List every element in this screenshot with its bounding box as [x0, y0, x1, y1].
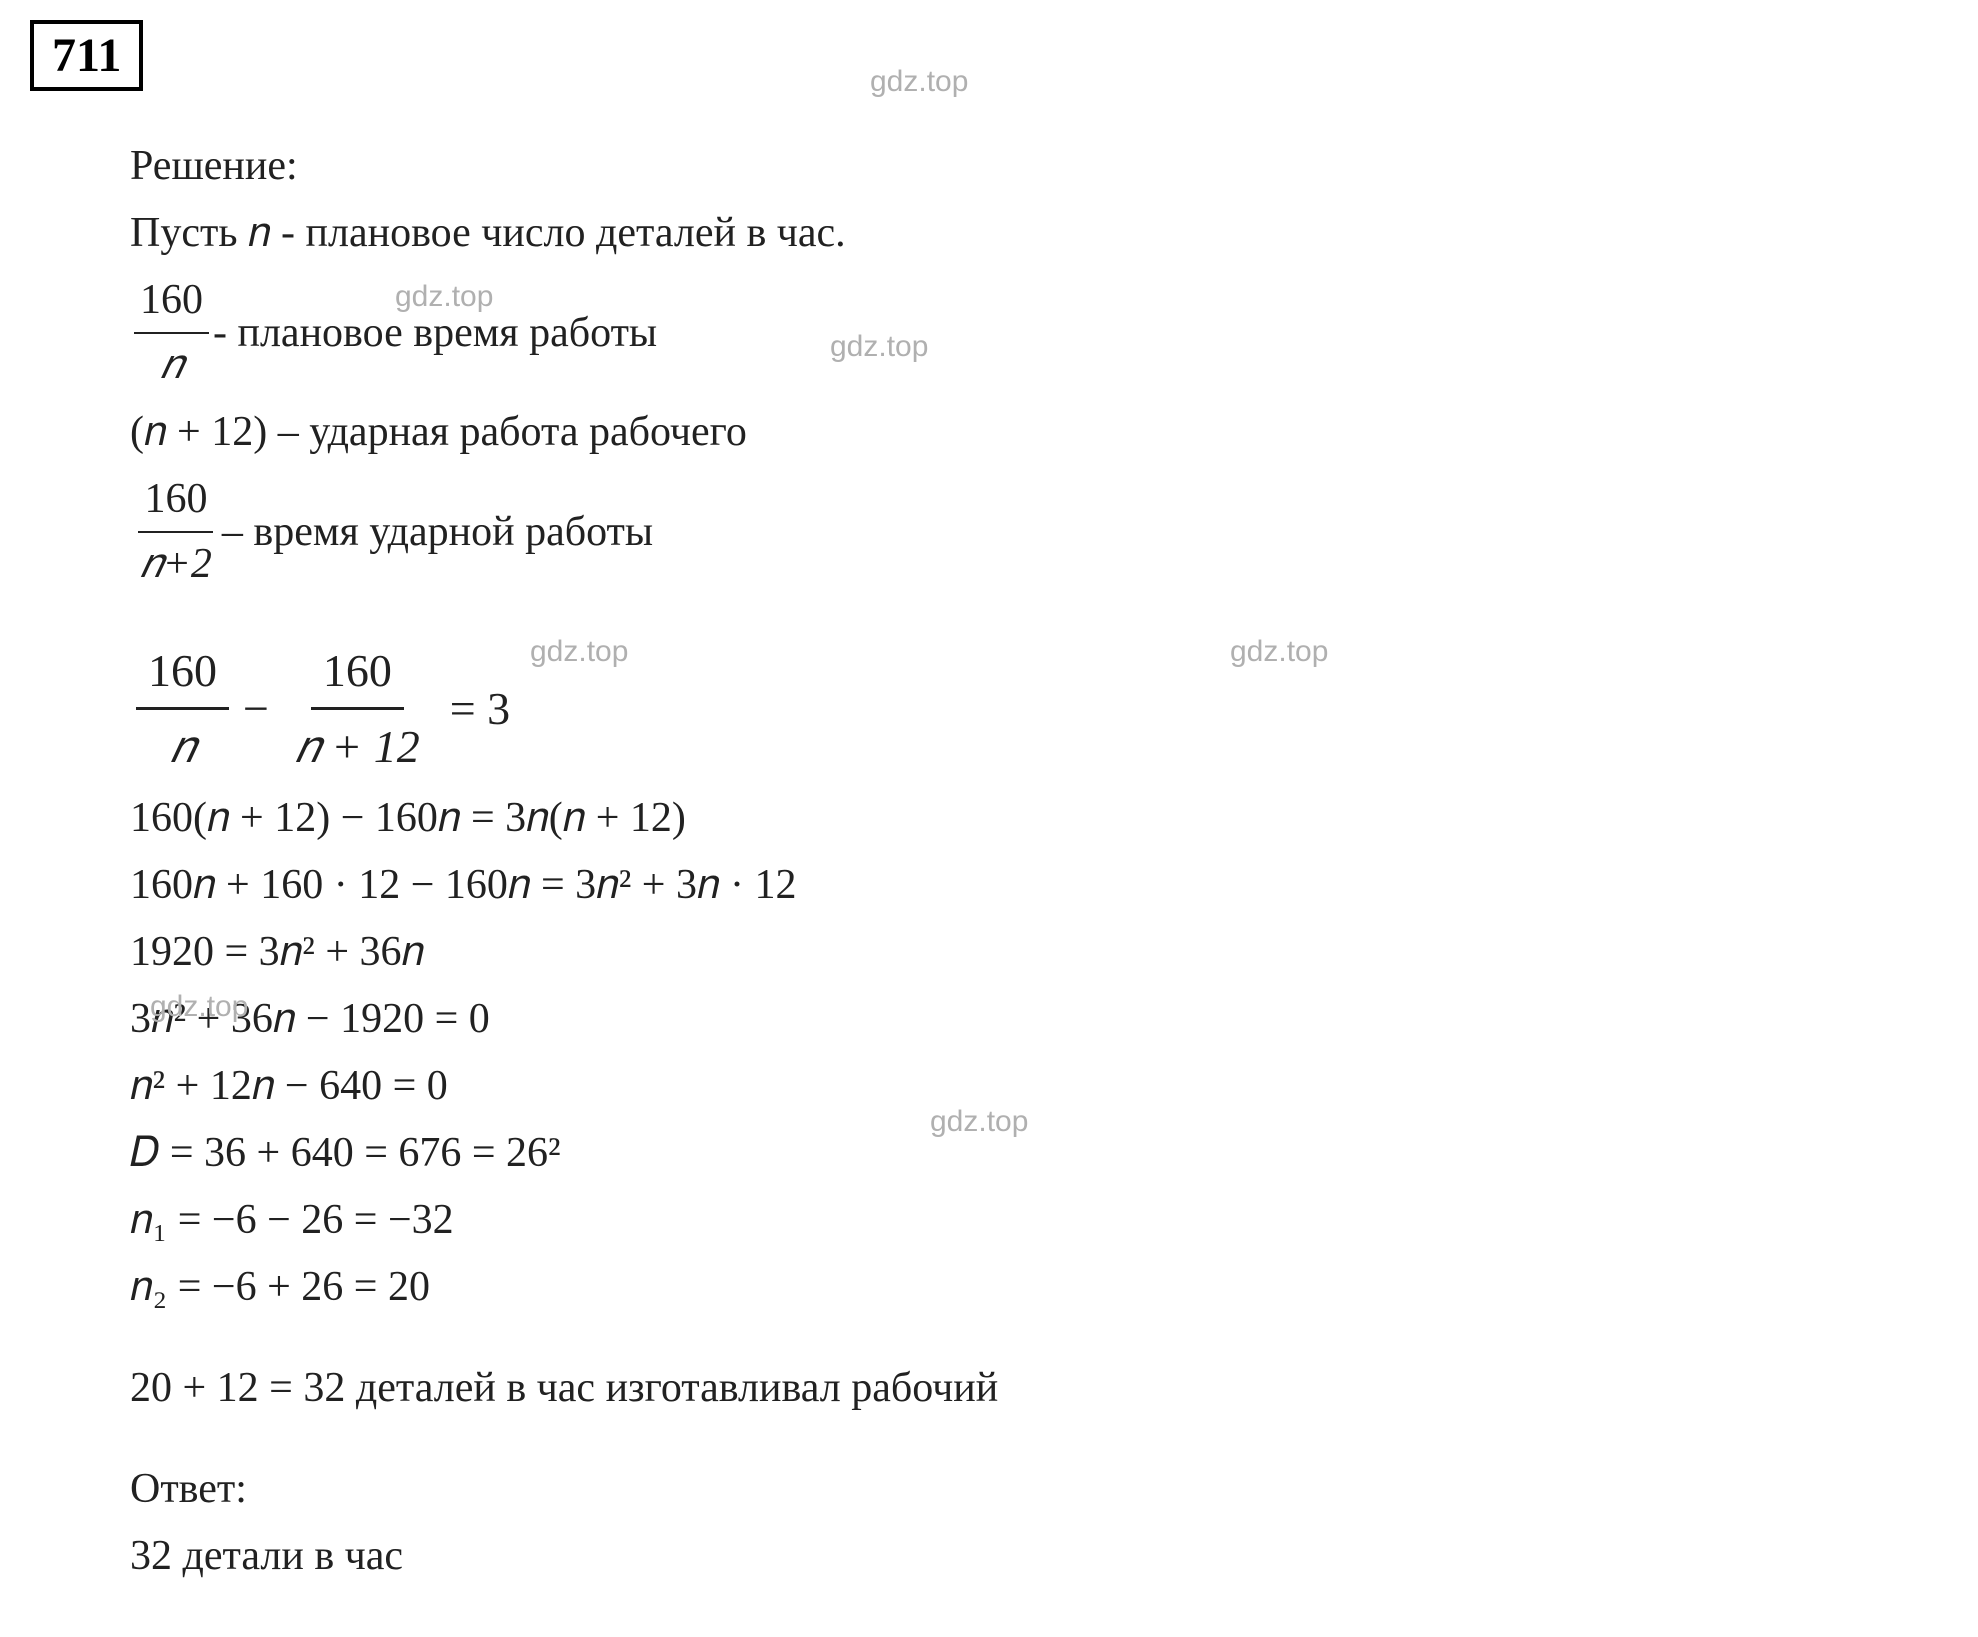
- spacer: [130, 600, 1958, 630]
- equation-fraction-line: 160 𝑛 − 160 𝑛 + 12 = 3: [130, 634, 1958, 783]
- answer-label-line: Ответ:: [130, 1458, 1958, 1521]
- eq-line-4: 3𝑛² + 36𝑛 − 1920 = 0: [130, 988, 1958, 1051]
- plan-time-line: 160 𝑛 - плановое время работы: [130, 269, 1958, 397]
- eq-text: 𝑛₂ = −6 + 26 = 20: [130, 1256, 430, 1319]
- plan-time-desc: - плановое время работы: [213, 302, 657, 365]
- eq-frac-b: 160 𝑛 + 12: [283, 634, 432, 783]
- eq-frac-a-num: 160: [136, 634, 229, 710]
- eq-text: 𝑛₁ = −6 − 26 = −32: [130, 1189, 454, 1252]
- eq-line-2: 160𝑛 + 160 · 12 − 160𝑛 = 3𝑛² + 3𝑛 · 12: [130, 854, 1958, 917]
- solution-heading: Решение:: [130, 135, 298, 198]
- eq-text: 1920 = 3𝑛² + 36𝑛: [130, 921, 424, 984]
- problem-number: 711: [52, 29, 121, 82]
- intro-text: Пусть 𝑛 - плановое число деталей в час.: [130, 202, 846, 265]
- eq-frac-a-den: 𝑛: [158, 710, 207, 783]
- answer-label: Ответ:: [130, 1458, 247, 1521]
- eq-frac-a: 160 𝑛: [136, 634, 229, 783]
- spacer: [130, 1323, 1958, 1353]
- heading-line: Решение:: [130, 135, 1958, 198]
- eq-text: 160(𝑛 + 12) − 160𝑛 = 3𝑛(𝑛 + 12): [130, 787, 686, 850]
- eq-line-6: 𝐷 = 36 + 640 = 676 = 26²: [130, 1122, 1958, 1185]
- answer-text: 32 детали в час: [130, 1525, 403, 1588]
- eq-text: 𝐷 = 36 + 640 = 676 = 26²: [130, 1122, 561, 1185]
- udarnaya-line: (𝑛 + 12) – ударная работа рабочего: [130, 401, 1958, 464]
- eq-frac-b-num: 160: [311, 634, 404, 710]
- fraction-den: 𝑛+2: [134, 533, 218, 596]
- fraction-plan-time: 160 𝑛: [134, 269, 209, 397]
- fraction-num: 160: [138, 468, 213, 533]
- eq-text: 𝑛² + 12𝑛 − 640 = 0: [130, 1055, 448, 1118]
- fraction-den: 𝑛: [154, 334, 189, 397]
- watermark-1: gdz.top: [870, 65, 968, 99]
- eq-text: 3𝑛² + 36𝑛 − 1920 = 0: [130, 988, 490, 1051]
- eq-line-1: 160(𝑛 + 12) − 160𝑛 = 3𝑛(𝑛 + 12): [130, 787, 1958, 850]
- spacer: [130, 1424, 1958, 1454]
- eq-line-7: 𝑛₁ = −6 − 26 = −32: [130, 1189, 1958, 1252]
- minus-sign: −: [243, 674, 269, 743]
- eq-line-8: 𝑛₂ = −6 + 26 = 20: [130, 1256, 1958, 1319]
- fraction-num: 160: [134, 269, 209, 334]
- eq-line-3: 1920 = 3𝑛² + 36𝑛: [130, 921, 1958, 984]
- result-text: 20 + 12 = 32 деталей в час изготавливал …: [130, 1357, 998, 1420]
- udarnaya-text: (𝑛 + 12) – ударная работа рабочего: [130, 401, 747, 464]
- result-line: 20 + 12 = 32 деталей в час изготавливал …: [130, 1357, 1958, 1420]
- intro-line: Пусть 𝑛 - плановое число деталей в час.: [130, 202, 1958, 265]
- solution-content: Решение: Пусть 𝑛 - плановое число детале…: [20, 135, 1958, 1588]
- udarnaya-time-line: 160 𝑛+2 – время ударной работы: [130, 468, 1958, 596]
- eq-text: 160𝑛 + 160 · 12 − 160𝑛 = 3𝑛² + 3𝑛 · 12: [130, 854, 797, 917]
- eq-frac-b-den: 𝑛 + 12: [283, 710, 432, 783]
- udarnaya-time-desc: – время ударной работы: [222, 501, 653, 564]
- eq-line-5: 𝑛² + 12𝑛 − 640 = 0: [130, 1055, 1958, 1118]
- eq-right: = 3: [450, 674, 510, 743]
- fraction-udarnaya-time: 160 𝑛+2: [134, 468, 218, 596]
- answer-text-line: 32 детали в час: [130, 1525, 1958, 1588]
- problem-number-box: 711: [30, 20, 143, 91]
